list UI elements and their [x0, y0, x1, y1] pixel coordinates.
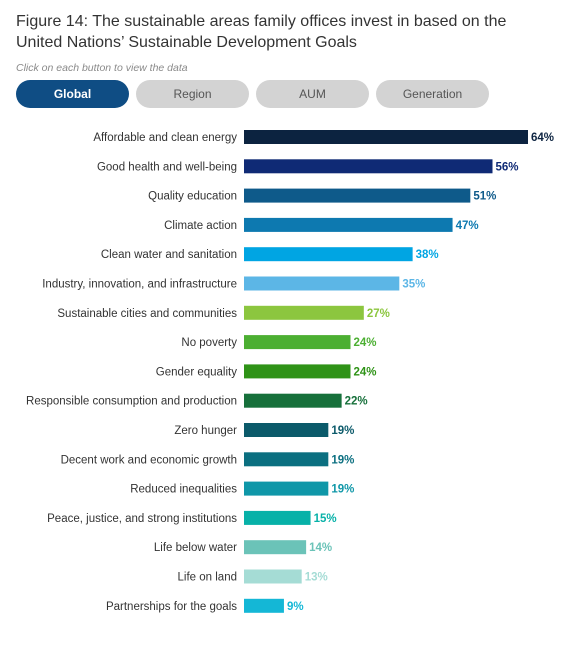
- category-label: Quality education: [148, 191, 237, 203]
- value-label: 24%: [354, 337, 377, 349]
- value-label: 15%: [314, 513, 337, 525]
- aum-button[interactable]: AUM: [256, 80, 369, 108]
- category-label: Responsible consumption and production: [26, 396, 237, 408]
- bar: [244, 452, 329, 467]
- value-label: 51%: [473, 191, 496, 203]
- bar: [244, 393, 342, 408]
- bar: [244, 364, 351, 379]
- category-label: Reduced inequalities: [130, 484, 237, 496]
- bar: [244, 423, 329, 437]
- value-label: 27%: [367, 308, 390, 320]
- bar: [244, 247, 413, 262]
- category-label: Zero hunger: [174, 425, 237, 437]
- value-label: 13%: [305, 572, 328, 584]
- category-label: Climate action: [164, 220, 237, 232]
- instruction-text: Click on each button to view the data: [16, 62, 188, 74]
- value-label: 47%: [456, 220, 479, 232]
- figure-title: Figure 14: The sustainable areas family …: [16, 13, 507, 51]
- category-label: Affordable and clean energy: [93, 132, 237, 144]
- bar: [244, 569, 302, 584]
- value-label: 64%: [531, 132, 554, 144]
- value-label: 19%: [331, 425, 354, 437]
- value-label: 22%: [345, 396, 368, 408]
- value-label: 19%: [331, 484, 354, 496]
- category-label: Decent work and economic growth: [61, 454, 237, 466]
- value-label: 38%: [416, 249, 439, 261]
- bar: [244, 598, 284, 613]
- bar: [244, 335, 351, 350]
- value-label: 19%: [331, 454, 354, 466]
- bar: [244, 305, 364, 320]
- global-button[interactable]: Global: [16, 80, 129, 108]
- category-label: Clean water and sanitation: [101, 249, 237, 261]
- category-label: Industry, innovation, and infrastructure: [42, 279, 237, 291]
- value-label: 35%: [402, 279, 425, 291]
- category-label: Life on land: [178, 572, 237, 584]
- bar: [244, 188, 471, 203]
- category-label: Life below water: [154, 542, 237, 554]
- category-label: No poverty: [181, 337, 237, 349]
- bar: [244, 510, 311, 525]
- bar: [244, 159, 493, 174]
- value-label: 9%: [287, 601, 304, 613]
- value-label: 14%: [309, 542, 332, 554]
- bar: [244, 540, 307, 555]
- value-label: 24%: [354, 366, 377, 378]
- bar: [244, 481, 329, 496]
- value-label: 56%: [496, 161, 519, 173]
- bar-chart: Affordable and clean energy 64% Good healt…: [26, 130, 554, 613]
- category-label: Peace, justice, and strong institutions: [47, 513, 237, 525]
- region-button[interactable]: Region: [136, 80, 249, 108]
- generation-button[interactable]: Generation: [376, 80, 489, 108]
- bar: [244, 276, 400, 291]
- category-label: Good health and well-being: [97, 161, 237, 173]
- bar: [244, 217, 453, 232]
- category-label: Partnerships for the goals: [106, 601, 237, 613]
- category-label: Sustainable cities and communities: [57, 308, 237, 320]
- category-label: Gender equality: [156, 366, 237, 378]
- bar: [244, 130, 528, 144]
